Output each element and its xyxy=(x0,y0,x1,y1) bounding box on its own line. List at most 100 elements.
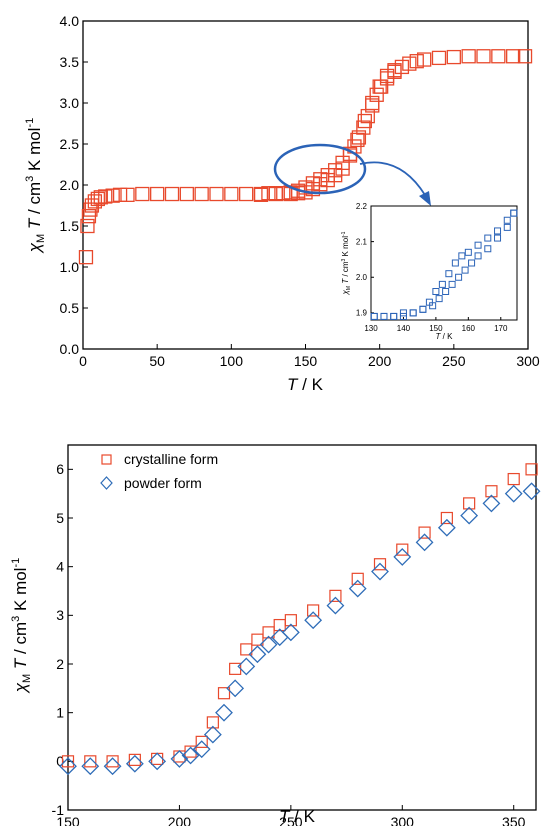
data-point-square xyxy=(335,155,350,171)
data-point-square xyxy=(525,463,538,476)
data-point-square xyxy=(112,187,128,202)
y-tick-label: 2 xyxy=(56,656,64,672)
data-point-diamond xyxy=(192,740,211,759)
x-tick-label: 130 xyxy=(364,324,378,333)
data-point-square xyxy=(261,186,276,201)
y-tick-label: 1.9 xyxy=(356,309,368,318)
bottom-x-axis-label: T / K xyxy=(279,807,316,826)
data-point-square xyxy=(399,309,407,317)
data-point-square xyxy=(128,753,141,766)
data-point-square xyxy=(455,273,463,281)
data-point-diamond xyxy=(59,757,77,776)
data-point-square xyxy=(372,79,387,94)
data-point-square xyxy=(253,186,269,202)
legend-label-crystalline: crystalline form xyxy=(124,451,218,467)
data-point-square xyxy=(305,176,321,191)
data-point-square xyxy=(491,49,506,64)
data-point-diamond xyxy=(81,757,100,776)
data-point-square xyxy=(262,626,275,639)
x-tick-label: 300 xyxy=(516,353,540,369)
data-point-square xyxy=(370,312,378,320)
data-point-square xyxy=(503,223,511,231)
x-tick-label: 200 xyxy=(168,814,192,826)
data-point-square xyxy=(448,280,456,288)
data-point-square xyxy=(78,250,94,265)
data-point-square xyxy=(83,202,98,217)
y-tick-label: 0.5 xyxy=(60,300,80,316)
data-point-square xyxy=(464,248,472,256)
x-tick-label: 160 xyxy=(462,324,476,333)
data-point-square xyxy=(432,288,440,295)
data-point-diamond xyxy=(181,746,200,765)
data-point-square xyxy=(435,295,443,303)
y-tick-label: 3.5 xyxy=(60,54,80,70)
data-point-square xyxy=(365,95,380,111)
data-point-square xyxy=(399,312,407,320)
legend-marker-powder xyxy=(100,476,113,490)
data-point-diamond xyxy=(371,562,389,581)
data-point-diamond xyxy=(203,725,222,744)
data-point-square xyxy=(461,266,469,274)
data-point-square xyxy=(506,49,521,64)
bottom-chart: 150 200 250 300 350 -1 0 1 2 3 4 5 6 χM T / cm3 K mo… xyxy=(10,444,541,826)
data-point-square xyxy=(80,218,95,234)
bottom-data-marks xyxy=(59,463,541,776)
data-point-square xyxy=(351,572,364,585)
inset-x-axis-label: T / K xyxy=(436,332,454,341)
data-point-diamond xyxy=(125,754,144,773)
data-point-diamond xyxy=(393,548,412,566)
data-point-square xyxy=(438,280,446,288)
data-point-diamond xyxy=(437,518,456,537)
data-point-diamond xyxy=(237,657,256,676)
data-point-square xyxy=(445,270,453,278)
inset-y-axis-label: χM T / cm3 K mol-1 xyxy=(341,231,352,295)
data-point-square xyxy=(84,755,97,768)
legend: crystalline form powder form xyxy=(100,451,218,491)
data-point-square xyxy=(461,49,476,64)
data-point-square xyxy=(419,305,427,313)
data-point-square xyxy=(135,186,150,202)
data-point-square xyxy=(305,181,321,197)
inset-frame xyxy=(370,205,518,321)
y-tick-label: 1.5 xyxy=(60,218,80,234)
y-tick-label: 2.1 xyxy=(356,237,368,246)
data-point-square xyxy=(120,187,135,202)
y-tick-label: 5 xyxy=(56,510,64,526)
y-tick-label: -1 xyxy=(52,802,65,818)
data-point-square xyxy=(373,558,387,571)
y-tick-label: 0.0 xyxy=(60,341,80,357)
data-point-square xyxy=(98,189,113,204)
data-point-square xyxy=(379,68,395,84)
data-point-square xyxy=(484,234,492,242)
data-point-square xyxy=(494,234,502,242)
legend-label-powder: powder form xyxy=(124,475,202,491)
x-tick-label: 300 xyxy=(391,814,415,826)
data-point-diamond xyxy=(415,533,434,552)
data-point-diamond xyxy=(504,484,523,503)
y-tick-label: 2.0 xyxy=(60,177,80,193)
data-point-square xyxy=(313,177,328,192)
data-point-square xyxy=(329,589,342,602)
data-point-diamond xyxy=(348,579,367,598)
data-point-diamond xyxy=(482,494,501,513)
annotation-arrow xyxy=(359,161,426,196)
data-point-square xyxy=(61,755,75,768)
bottom-axis-ticks: 150 200 250 300 350 -1 0 1 2 3 4 5 6 xyxy=(52,461,526,826)
data-point-square xyxy=(387,63,402,78)
x-tick-label: 50 xyxy=(149,353,165,369)
data-point-square xyxy=(446,49,461,65)
y-tick-label: 2.5 xyxy=(60,136,80,152)
x-tick-label: 250 xyxy=(442,353,466,369)
data-point-square xyxy=(253,187,269,202)
data-point-square xyxy=(463,497,476,510)
data-point-square xyxy=(206,716,219,729)
x-tick-label: 150 xyxy=(294,353,318,369)
data-point-diamond xyxy=(103,757,122,776)
y-tick-label: 4 xyxy=(56,559,64,575)
data-point-square xyxy=(474,241,482,249)
data-point-square xyxy=(335,161,350,176)
data-point-square xyxy=(440,511,453,525)
data-point-square xyxy=(251,633,264,646)
data-point-square xyxy=(351,130,367,145)
